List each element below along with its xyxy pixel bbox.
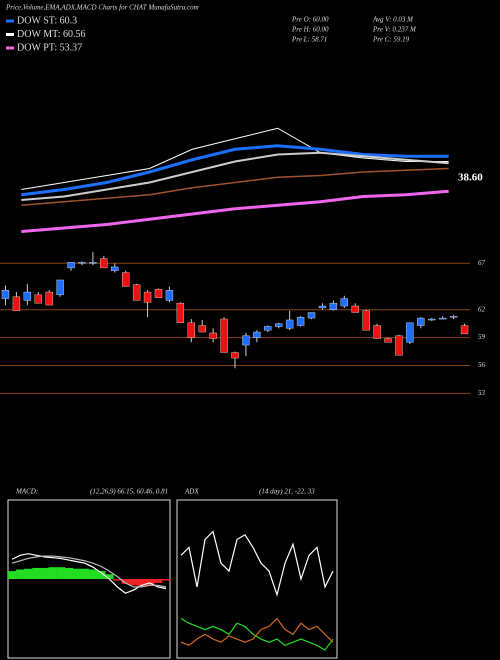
candle-body	[89, 262, 97, 264]
candle-body	[242, 335, 250, 346]
histogram-bar	[105, 574, 114, 579]
candle-body	[198, 325, 206, 333]
histogram-bar	[145, 579, 155, 586]
candle-body	[307, 312, 316, 319]
panel-subtitle: (12,26,9) 66.15, 60.46, 0.81	[90, 488, 168, 496]
y-tick-label: 53	[478, 389, 486, 397]
candle-body	[351, 305, 359, 313]
histogram-bar	[89, 569, 98, 579]
histogram-bar	[40, 567, 49, 579]
candle-body	[220, 318, 228, 353]
y-tick-label: 56	[478, 361, 486, 369]
line-series	[21, 127, 449, 190]
stat: Pre H: 60.00	[291, 26, 329, 34]
candle-body	[143, 291, 152, 303]
histogram-bar	[129, 579, 138, 586]
candle-body	[176, 303, 185, 323]
candle-body	[373, 325, 381, 339]
histogram-bar	[16, 569, 25, 579]
line-series	[11, 553, 167, 594]
candle-body	[154, 289, 163, 298]
candle-body	[132, 284, 141, 301]
stat: Pre V: 0.237 M	[372, 26, 417, 34]
histogram-bar	[8, 571, 17, 579]
candle-body	[296, 316, 305, 326]
candle-body	[67, 262, 75, 269]
histogram-bar	[137, 579, 146, 587]
panel-frame	[176, 499, 338, 659]
histogram-bar	[161, 579, 171, 581]
candle-body	[1, 290, 10, 299]
candle-body	[362, 310, 370, 331]
line-series	[11, 555, 167, 588]
histogram-bar	[97, 571, 106, 579]
histogram-bar	[56, 567, 65, 579]
candle-body	[253, 331, 261, 338]
line-series	[180, 617, 334, 651]
candle-body	[406, 322, 414, 343]
candle-body	[78, 262, 86, 264]
panel-subtitle: (14 day) 21, -22, 33	[259, 488, 315, 496]
line-series	[21, 189, 449, 233]
line-series	[21, 167, 449, 206]
candle-body	[23, 291, 32, 301]
annotation: 38.60	[458, 172, 483, 184]
candle-body	[264, 326, 272, 331]
y-tick-label: 62	[478, 305, 486, 313]
y-tick-label: 59	[478, 333, 486, 341]
candle-body	[12, 296, 21, 311]
candle-body	[395, 335, 403, 356]
candle-body	[56, 279, 64, 296]
candle-body	[275, 323, 283, 327]
candle-body	[417, 317, 425, 326]
legend-label: DOW MT: 60.56	[17, 29, 85, 40]
histogram-bar	[32, 567, 41, 579]
candle-body	[438, 317, 447, 320]
stat: Pre O: 60.00	[291, 16, 329, 24]
histogram-bar	[72, 568, 82, 579]
candle-body	[165, 290, 174, 301]
histogram-bar	[64, 567, 74, 579]
y-tick-label: 67	[478, 259, 486, 267]
histogram-bar	[24, 568, 33, 579]
histogram-bar	[113, 579, 122, 581]
panel-title: MACD:	[15, 488, 38, 496]
candle-body	[34, 294, 42, 304]
histogram-bar	[121, 579, 130, 584]
candle-body	[100, 258, 108, 269]
candle-body	[285, 319, 294, 329]
candle-body	[318, 305, 327, 309]
legend-label: DOW PT: 53.37	[17, 42, 82, 53]
candle-body	[329, 303, 338, 310]
candle-body	[121, 272, 130, 287]
panel-title: ADX	[184, 488, 199, 496]
stat: Avg V: 0.03 M	[372, 16, 414, 24]
candle-body	[428, 318, 436, 321]
line-series	[180, 617, 334, 647]
stat: Pre C: 59.19	[372, 36, 410, 44]
legend-label: DOW ST: 60.3	[17, 15, 77, 26]
candle-body	[384, 338, 392, 343]
stat: Pre L: 58.71	[291, 36, 327, 44]
histogram-bar	[48, 567, 57, 579]
candle-body	[460, 325, 469, 335]
histogram-bar	[80, 568, 90, 579]
candle-body	[340, 298, 349, 307]
candle-body	[45, 291, 53, 306]
candle-body	[231, 352, 239, 359]
candle-body	[449, 316, 458, 318]
page-title: Price,Volume,EMA,ADX,MACD Charts for CHA…	[5, 4, 199, 12]
line-series	[21, 151, 449, 201]
line-series	[21, 144, 449, 197]
candle-body	[111, 266, 119, 271]
candle-body	[209, 332, 217, 339]
histogram-bar	[153, 579, 163, 583]
candle-body	[187, 322, 195, 338]
line-series	[180, 530, 334, 597]
